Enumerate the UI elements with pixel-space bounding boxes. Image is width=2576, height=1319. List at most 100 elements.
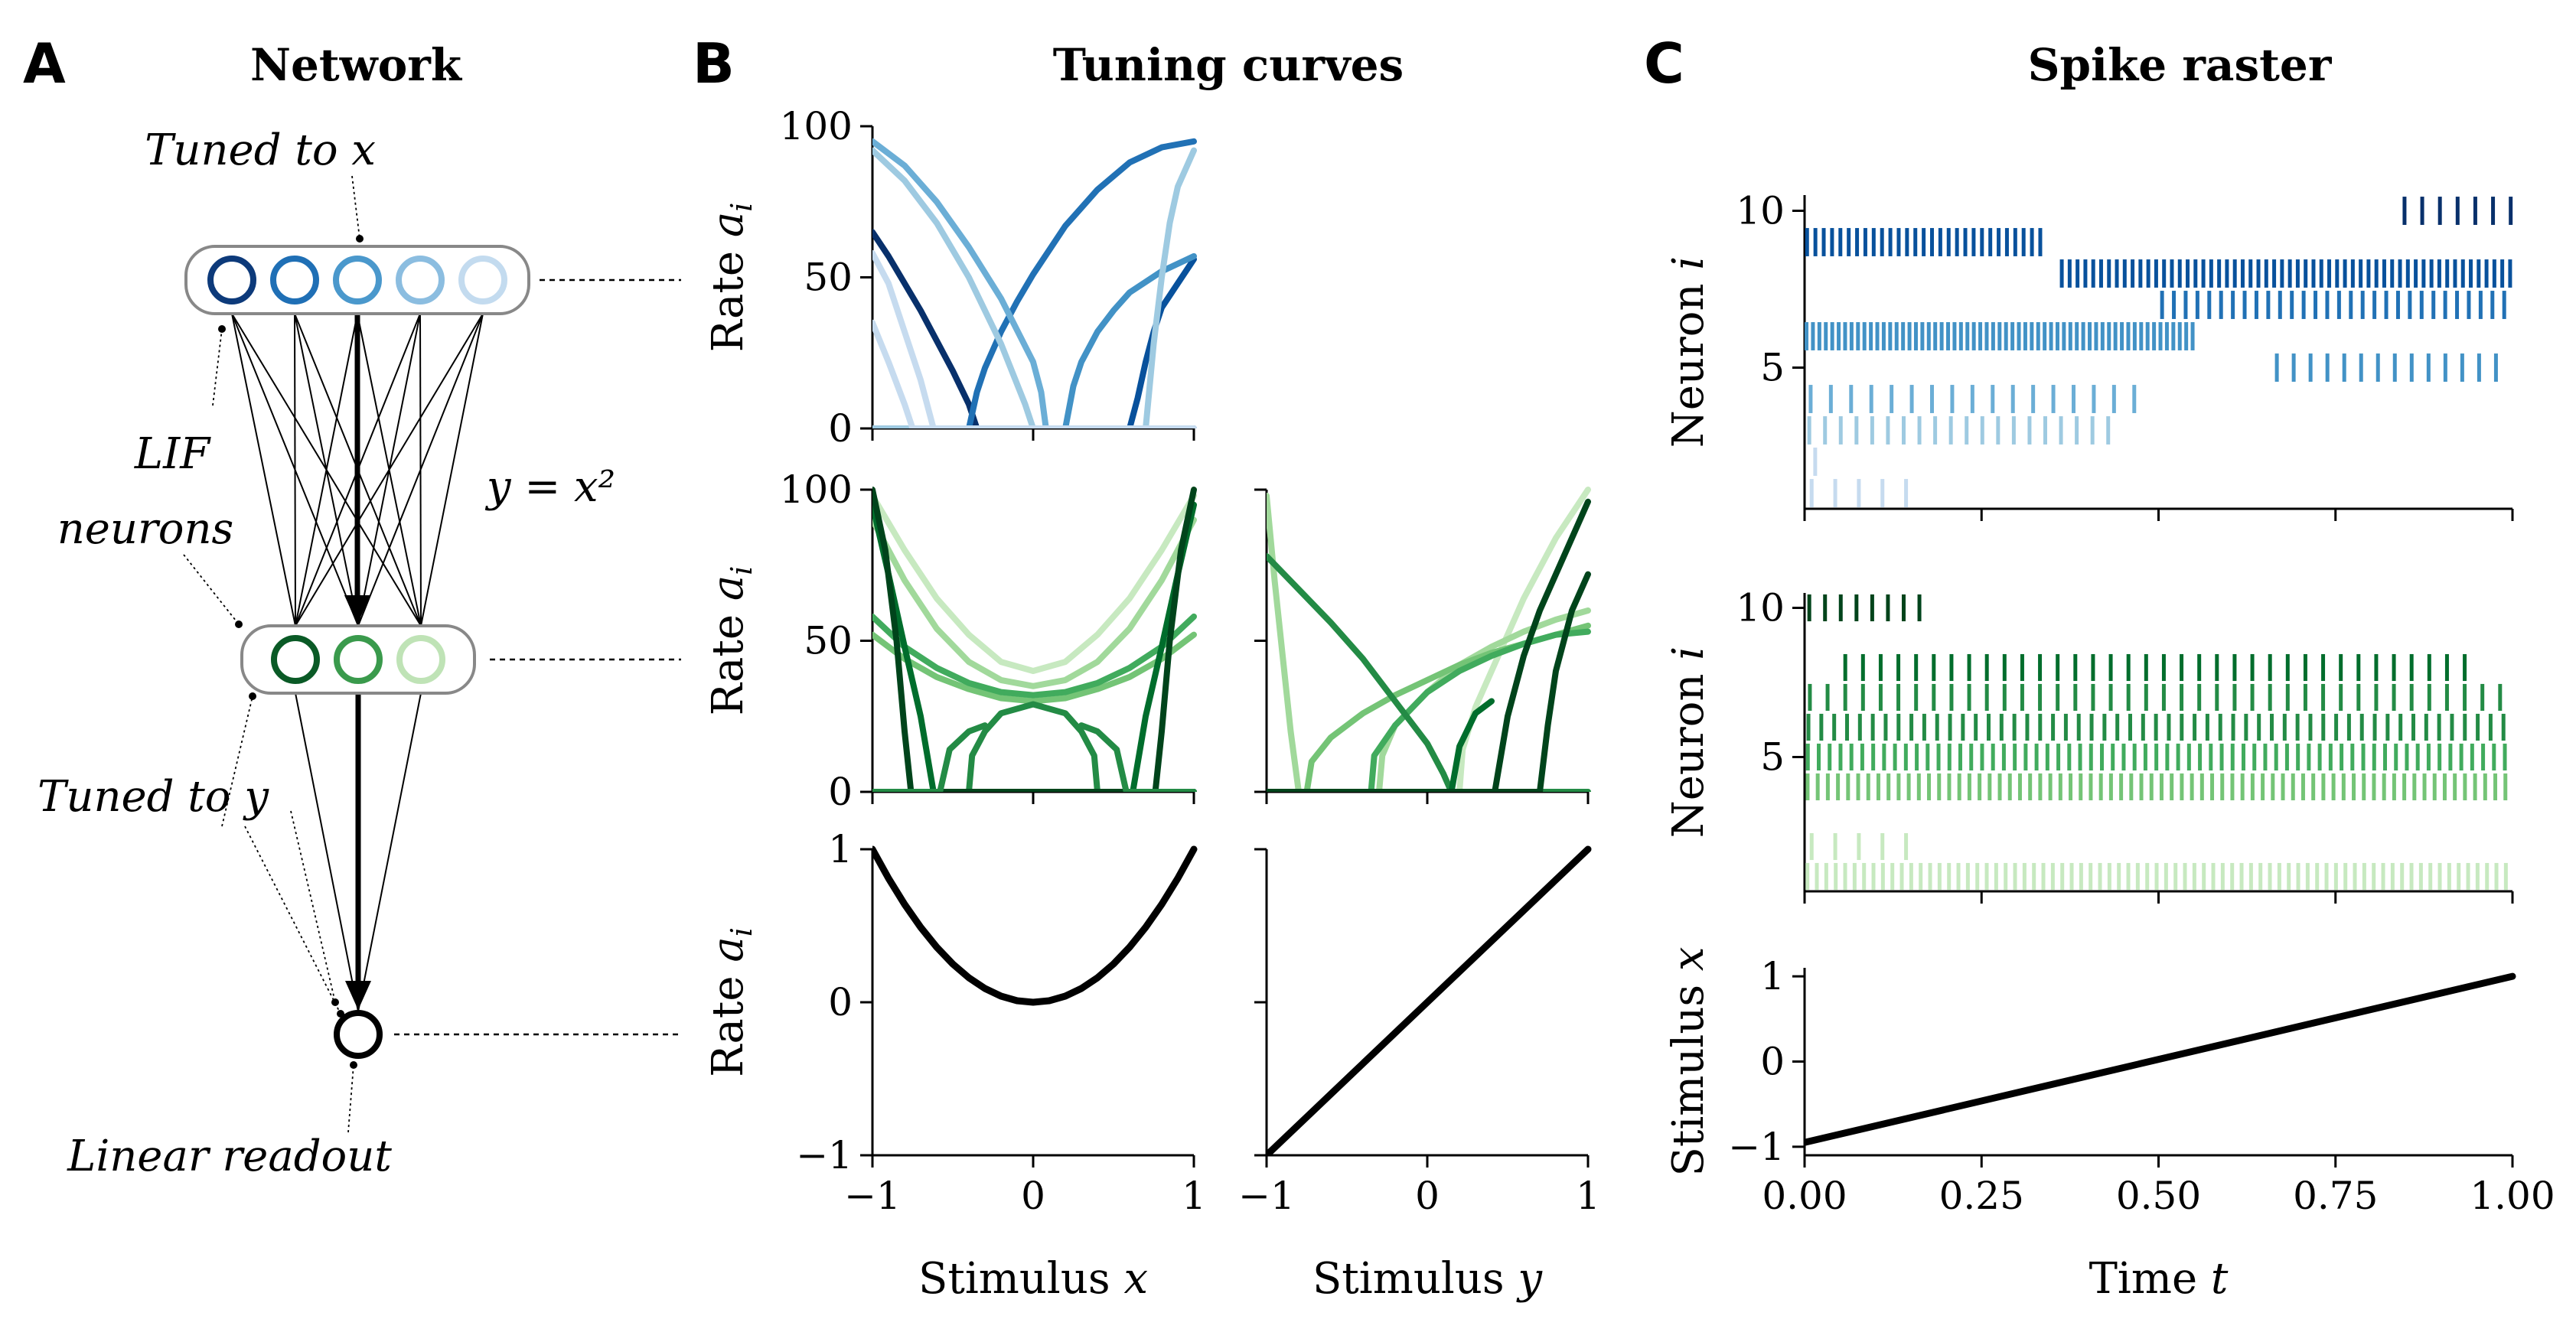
raster-row-4 [1805,773,2508,801]
series-line-n1 [872,229,1197,428]
raster-row-7 [2160,291,2506,319]
label-lif: LIF [134,429,211,479]
x-neuron [458,256,507,305]
chart-stimulus-x: −1 0 1 0.00 0.25 0.50 0.75 1.00 Stimulus x Time t [1664,946,2555,1304]
chart-tuning-x-green: 0 50 100 Rate ai [703,467,1197,814]
raster-row-8 [2059,259,2512,288]
x-neuron [207,256,256,305]
pointer-line [351,175,360,239]
connection-line [420,313,484,627]
panel-title-tuning: Tuning curves [1053,39,1404,91]
x-neurons [207,256,507,305]
series-line-h7 [1267,698,1495,792]
series-line-n3 [872,138,1197,428]
chart-raster-green: 5 10 Neuron i [1664,586,2514,904]
raster-row-2 [1809,832,1909,861]
series-line-h8 [1267,498,1591,792]
panel-letter-b: B [693,31,735,96]
connection-lines [183,175,681,1133]
x-axis-label: Time t [2089,1254,2229,1304]
series-line-g3 [872,631,1197,705]
x-tick-label: 1 [1182,1174,1206,1218]
series-group [872,138,1197,428]
panel-letter-a: A [23,31,66,96]
y-tick-label: 50 [804,256,853,300]
label-readout: Linear readout [67,1132,392,1181]
label-tuned-x: Tuned to x [145,125,376,175]
x-tick-label: −1 [1238,1174,1295,1218]
y-tick-label: 100 [780,467,853,512]
pointer-dot [218,325,226,333]
pointer-line [244,826,341,1014]
pointer-line [290,810,336,1003]
connection-line [357,692,422,1012]
chart-tuning-x-blue: 0 50 100 Rate ai [703,104,1197,451]
series-line-stimulus [1805,972,2516,1146]
y-tick-label: 0 [828,406,853,451]
raster-row-3 [1807,416,2111,445]
chart-readout-y: −1 0 1 Stimulus y [1238,845,1600,1304]
raster-row-5 [1805,743,2507,771]
pointer-line [221,695,253,827]
series-line-g1 [872,492,1197,674]
pointer-dot [356,235,364,243]
series-line-h6 [1267,552,1591,792]
series-line-n6 [872,147,1197,428]
series-line-n2 [872,256,1197,428]
series-line-n9 [872,319,1197,428]
y-neuron [396,635,445,684]
y-tick-label: 0 [828,770,853,814]
series-line-n5 [872,138,1197,428]
y-tick-label: −1 [1728,1125,1785,1169]
series-line-g4 [872,613,1197,699]
y-neuron [271,635,320,684]
raster-row-9 [1805,228,2043,256]
series-group [1805,972,2516,1146]
chart-tuning-y-green [1254,487,1591,804]
y-axis-label: Rate ai [703,927,758,1077]
y-axis-label: Stimulus x [1664,946,1714,1176]
x-tick-label: 0.25 [1939,1174,2024,1218]
pointer-dot [249,692,256,700]
x-tick-label: 0.75 [2293,1174,2378,1218]
y-axis-label: Rate ai [703,566,758,716]
y-axis-label: Neuron i [1664,646,1714,838]
readout-neuron [334,1010,383,1059]
series-line-h9 [1267,571,1591,792]
raster-row-8 [1843,653,2467,682]
y-tick-label: 0 [1760,1040,1785,1084]
y-axis-label: Rate ai [703,203,758,353]
x-axis-label: Stimulus x [918,1254,1148,1304]
pointer-line [183,554,240,625]
pointer-line [212,328,223,406]
panel-letter-c: C [1644,31,1684,96]
raster-row-10 [1807,594,1922,622]
network-diagram: Tuned to x LIF neurons y = x² Tuned to y… [37,125,681,1181]
raster-row-6 [1805,322,2195,350]
x-tick-label: 1.00 [2470,1174,2555,1218]
series-group [872,845,1198,1006]
connection-line [295,692,359,1012]
y-tick-label: 50 [804,619,853,663]
y-tick-label: 10 [1736,586,1785,630]
series-line-g5 [872,701,1197,792]
raster-row-6 [1806,713,2506,741]
series-line-h1 [1267,487,1591,792]
series-group [872,487,1197,792]
y-axis-label: Neuron i [1664,256,1714,448]
chart-raster-blue: 5 10 Neuron i [1664,189,2514,521]
y-tick-label: 10 [1736,189,1785,233]
connection-line [357,313,484,627]
x-neuron [396,256,445,305]
series-line-g10 [872,722,988,792]
series-line-h5 [1267,628,1591,792]
x-axis-label: Stimulus y [1312,1254,1543,1304]
y-tick-label: 1 [828,827,853,871]
series-line-n8 [872,249,1197,428]
raster-row-5 [2274,353,2498,382]
arrowhead [344,595,370,624]
pointer-dot [350,1061,357,1069]
series-line-x-squared [872,845,1198,1006]
y-tick-label: 0 [828,980,853,1024]
